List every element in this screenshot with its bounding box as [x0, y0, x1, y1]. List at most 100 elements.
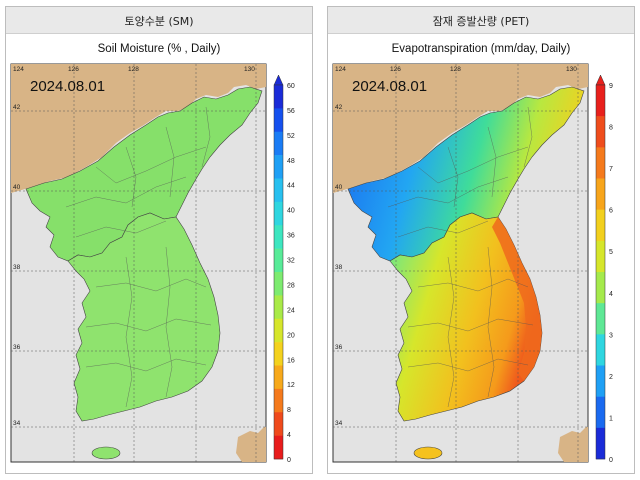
colorbar-tick-label: 1	[609, 415, 613, 422]
colorbar-tick-label: 0	[287, 457, 291, 464]
soil-moisture-map: 124 126 128 130 42 40 38 36 34 2024.08.0…	[10, 63, 295, 464]
panel-title: 잠재 증발산량 (PET)	[432, 15, 530, 28]
colorbar-tick-label: 5	[609, 249, 613, 256]
hot-coastal-region	[492, 217, 542, 381]
north-korea	[25, 86, 263, 262]
colorbar-tick-label: 9	[609, 83, 613, 90]
colorbar-segment	[274, 435, 283, 460]
colorbar-tick-label: 28	[287, 282, 295, 289]
colorbar-tick-label: 6	[609, 208, 613, 215]
lat-tick-label: 38	[335, 264, 343, 271]
colorbar-tick-label: 12	[287, 382, 295, 389]
colorbar-tick-label: 3	[609, 332, 613, 339]
colorbar-segment	[274, 388, 283, 413]
jeju-island	[413, 446, 443, 460]
colorbar-tick-label: 8	[609, 125, 613, 132]
lon-tick-label: 126	[390, 66, 401, 73]
colorbar-segment	[274, 272, 283, 296]
colorbar-segment	[274, 365, 283, 390]
colorbar-segment	[274, 131, 283, 156]
colorbar-frame	[595, 84, 606, 460]
map-title: Soil Moisture (% , Daily)	[97, 43, 221, 55]
colorbar-segment	[274, 342, 283, 366]
colorbar-segment	[596, 240, 605, 273]
lat-tick-label: 42	[13, 104, 21, 111]
colorbar-segment	[274, 155, 283, 179]
colorbar-segment	[274, 225, 283, 249]
south-korea	[67, 212, 221, 422]
colorbar-tick-label: 0	[609, 457, 613, 464]
north-korea	[347, 86, 585, 262]
admin-boundaries	[387, 106, 534, 408]
panel-header: 잠재 증발산량 (PET)	[328, 7, 634, 34]
colorbar-tick-label: 20	[287, 332, 295, 339]
colorbar-tick-label: 8	[287, 407, 291, 414]
colorbar-segment	[596, 396, 605, 429]
colorbar-segment	[596, 209, 605, 242]
neighbor-land	[333, 64, 588, 193]
colorbar-segment	[596, 147, 605, 179]
lon-tick-label: 130	[244, 66, 255, 73]
admin-boundaries	[65, 106, 212, 408]
colorbar-segment	[596, 334, 605, 366]
lon-tick-label: 124	[13, 66, 24, 73]
panel-header: 토양수분 (SM)	[6, 7, 312, 34]
lat-tick-label: 34	[335, 420, 343, 427]
colorbar-segment	[596, 303, 605, 335]
colorbar-segment	[274, 178, 283, 203]
graticule	[11, 64, 266, 462]
colorbar: 9 8 7 6 5 4 3 2 1 0	[595, 74, 613, 464]
colorbar-segment	[274, 248, 283, 273]
colorbar-tick-label: 7	[609, 166, 613, 173]
lon-tick-label: 126	[68, 66, 79, 73]
colorbar-segment	[596, 178, 605, 210]
date-label: 2024.08.01	[30, 78, 105, 95]
colorbar-tick-label: 4	[287, 432, 291, 439]
colorbar-frame	[273, 84, 284, 460]
colorbar-segment	[596, 85, 605, 117]
panel-title: 토양수분 (SM)	[124, 15, 194, 28]
evapotranspiration-panel: 잠재 증발산량 (PET) Evapotranspiration (mm/day…	[327, 6, 635, 474]
lat-tick-label: 38	[13, 264, 21, 271]
south-korea	[389, 212, 543, 422]
colorbar-tick-label: 40	[287, 208, 295, 215]
soil-moisture-panel: 토양수분 (SM) Soil Moisture (% , Daily)	[5, 6, 313, 474]
graticule	[333, 64, 588, 462]
evapotranspiration-map: 124 126 128 130 42 40 38 36 34 2024.08.0…	[332, 63, 613, 464]
colorbar-tick-label: 56	[287, 108, 295, 115]
colorbar-segment	[274, 318, 283, 343]
colorbar-segment	[274, 85, 283, 109]
lon-tick-label: 124	[335, 66, 346, 73]
colorbar-segment	[274, 295, 283, 320]
lat-tick-label: 36	[335, 344, 343, 351]
lon-tick-label: 128	[450, 66, 461, 73]
colorbar-tick-label: 4	[609, 291, 613, 298]
colorbar-segment	[274, 108, 283, 133]
colorbar-tick-label: 2	[609, 374, 613, 381]
lat-tick-label: 34	[13, 420, 21, 427]
colorbar-segment	[274, 412, 283, 436]
map-title: Evapotranspiration (mm/day, Daily)	[391, 43, 571, 55]
lon-tick-label: 130	[566, 66, 577, 73]
lat-tick-label: 40	[335, 184, 343, 191]
lat-tick-label: 36	[13, 344, 21, 351]
colorbar-extend-triangle	[273, 74, 284, 86]
colorbar-segment	[596, 116, 605, 148]
lat-tick-label: 40	[13, 184, 21, 191]
jeju-island	[91, 446, 121, 460]
japan-land	[558, 427, 588, 462]
lat-tick-label: 42	[335, 104, 343, 111]
colorbar-segment	[274, 201, 283, 226]
colorbar-tick-label: 48	[287, 158, 295, 165]
colorbar-segment	[596, 272, 605, 304]
colorbar-tick-label: 52	[287, 133, 295, 140]
neighbor-land	[11, 64, 266, 193]
colorbar-tick-label: 60	[287, 83, 295, 90]
colorbar-tick-label: 24	[287, 307, 295, 314]
colorbar-tick-label: 16	[287, 357, 295, 364]
lon-tick-label: 128	[128, 66, 139, 73]
colorbar-tick-label: 32	[287, 258, 295, 265]
colorbar-segment	[596, 365, 605, 397]
japan-land	[236, 427, 266, 462]
